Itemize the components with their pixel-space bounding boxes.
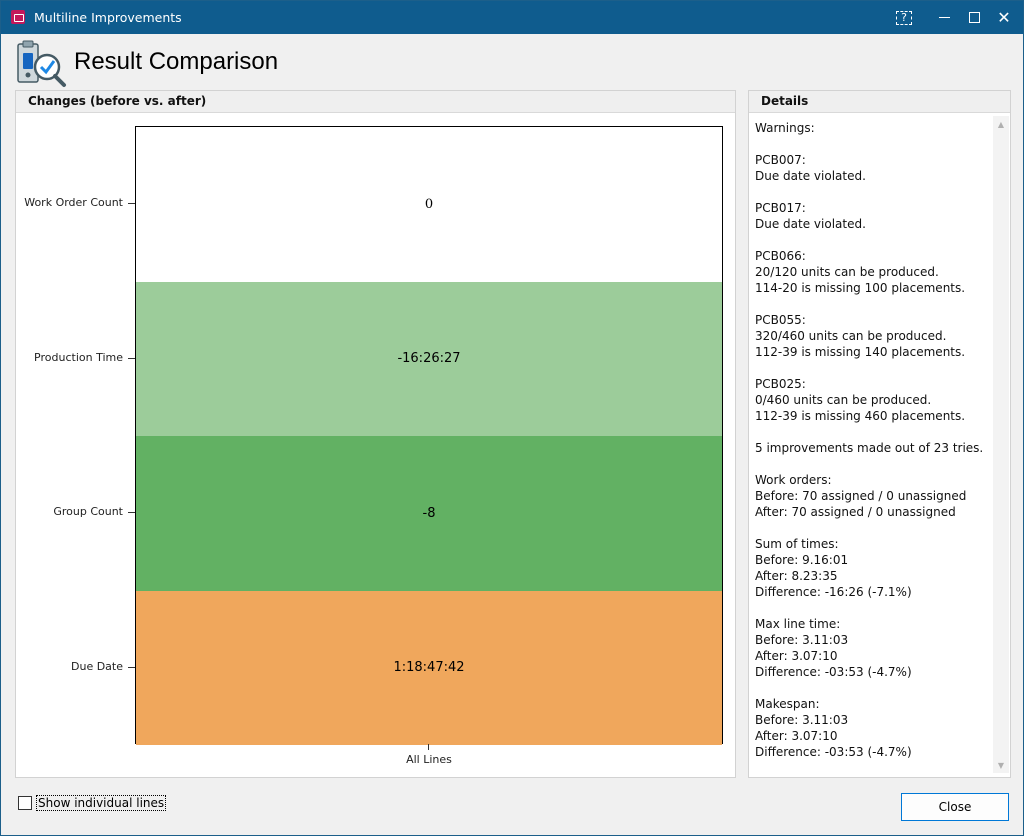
- details-line: [755, 232, 992, 248]
- heatmap-cell-value: -8: [422, 505, 436, 521]
- heatmap-cell-value: -16:26:27: [397, 351, 461, 367]
- details-line: After: 3.07:10: [755, 649, 838, 663]
- window-title: Multiline Improvements: [34, 10, 182, 25]
- details-line: Difference: -16:26 (-7.1%): [755, 585, 912, 599]
- details-line: Due date violated.: [755, 217, 866, 231]
- details-line: 112-39 is missing 140 placements.: [755, 345, 966, 359]
- details-line: [755, 424, 992, 440]
- heatmap-cell: 0: [136, 127, 722, 282]
- details-line: [755, 136, 992, 152]
- heatmap-cell: -16:26:27: [136, 281, 722, 436]
- close-button[interactable]: Close: [901, 793, 1009, 821]
- details-line: [755, 680, 992, 696]
- y-axis-tick: [128, 203, 135, 205]
- heatmap-cell: -8: [136, 436, 722, 591]
- maximize-button[interactable]: [957, 1, 991, 34]
- details-line: Sum of times:: [755, 537, 839, 551]
- details-line: 112-39 is missing 460 placements.: [755, 409, 966, 423]
- details-line: PCB055:: [755, 313, 806, 327]
- details-line: Warnings:: [755, 121, 815, 135]
- details-line: PCB066:: [755, 249, 806, 263]
- details-line: Before: 9.16:01: [755, 553, 849, 567]
- details-line: 5 improvements made out of 23 tries.: [755, 441, 984, 455]
- page-title: Result Comparison: [74, 48, 279, 75]
- heatmap-cell-value: 1:18:47:42: [393, 660, 465, 676]
- details-line: After: 70 assigned / 0 unassigned: [755, 505, 956, 519]
- x-axis-tick-label: All Lines: [406, 753, 452, 766]
- details-text-area[interactable]: Warnings: PCB007: Due date violated. PCB017…: [752, 116, 992, 773]
- y-axis-tick: [128, 512, 135, 514]
- y-axis-tick-label: Production Time: [34, 350, 123, 364]
- y-axis-tick-label: Due Date: [71, 659, 123, 673]
- details-line: [755, 296, 992, 312]
- changes-panel: Changes (before vs. after) 0 -16:26:27 -8 1…: [15, 90, 736, 778]
- heatmap-cell: 1:18:47:42: [136, 590, 722, 745]
- help-button[interactable]: ?: [887, 1, 921, 34]
- details-line: Work orders:: [755, 473, 832, 487]
- chart-plot-area: 0 -16:26:27 -8 1:18:47:42: [135, 126, 723, 745]
- scroll-down-arrow-icon[interactable]: ▼: [997, 760, 1005, 770]
- maximize-icon: [968, 12, 980, 23]
- close-window-button[interactable]: ✕: [987, 1, 1021, 34]
- details-panel: Details Warnings: PCB007: Due date violate…: [748, 90, 1011, 778]
- details-line: PCB017:: [755, 201, 806, 215]
- details-line: PCB007:: [755, 153, 806, 167]
- help-icon: ?: [896, 10, 912, 25]
- details-line: Difference: -03:53 (-4.7%): [755, 665, 912, 679]
- changes-panel-title: Changes (before vs. after): [16, 91, 735, 113]
- details-line: [755, 184, 992, 200]
- y-axis-tick-label: Work Order Count: [24, 196, 123, 210]
- details-line: Due date violated.: [755, 169, 866, 183]
- details-line: [755, 456, 992, 472]
- y-axis-tick: [128, 666, 135, 668]
- show-individual-lines-label[interactable]: Show individual lines: [36, 795, 167, 811]
- details-scrollbar[interactable]: ▲ ▼: [993, 116, 1009, 773]
- details-line: Before: 70 assigned / 0 unassigned: [755, 489, 967, 503]
- heatmap-cell-value: 0: [424, 196, 434, 212]
- close-icon: ✕: [997, 8, 1011, 27]
- details-line: 114-20 is missing 100 placements.: [755, 281, 966, 295]
- details-line: Max line time:: [755, 617, 841, 631]
- details-line: 0/460 units can be produced.: [755, 393, 932, 407]
- details-line: [755, 600, 992, 616]
- details-line: [755, 360, 992, 376]
- details-line: 20/120 units can be produced.: [755, 265, 939, 279]
- y-axis-tick-label: Group Count: [53, 505, 123, 519]
- minimize-icon: [938, 17, 950, 18]
- details-line: Difference: -03:53 (-4.7%): [755, 745, 912, 759]
- details-line: 320/460 units can be produced.: [755, 329, 947, 343]
- show-individual-lines-checkbox[interactable]: [18, 796, 32, 810]
- title-bar[interactable]: Multiline Improvements ? ✕: [1, 1, 1023, 34]
- details-line: After: 8.23:35: [755, 569, 838, 583]
- details-line: [755, 520, 992, 536]
- minimize-button[interactable]: [927, 1, 961, 34]
- app-icon: [11, 10, 25, 24]
- details-line: Before: 3.11:03: [755, 633, 849, 647]
- show-individual-lines-option[interactable]: Show individual lines: [18, 795, 167, 811]
- details-line: Before: 3.11:03: [755, 713, 849, 727]
- details-line: PCB025:: [755, 377, 806, 391]
- scroll-up-arrow-icon[interactable]: ▲: [997, 119, 1005, 129]
- details-line: After: 3.07:10: [755, 729, 838, 743]
- details-line: Makespan:: [755, 697, 820, 711]
- x-axis-tick: [428, 744, 429, 750]
- y-axis-tick: [128, 357, 135, 359]
- clipboard-check-icon: [17, 40, 66, 87]
- details-panel-title: Details: [749, 91, 1010, 113]
